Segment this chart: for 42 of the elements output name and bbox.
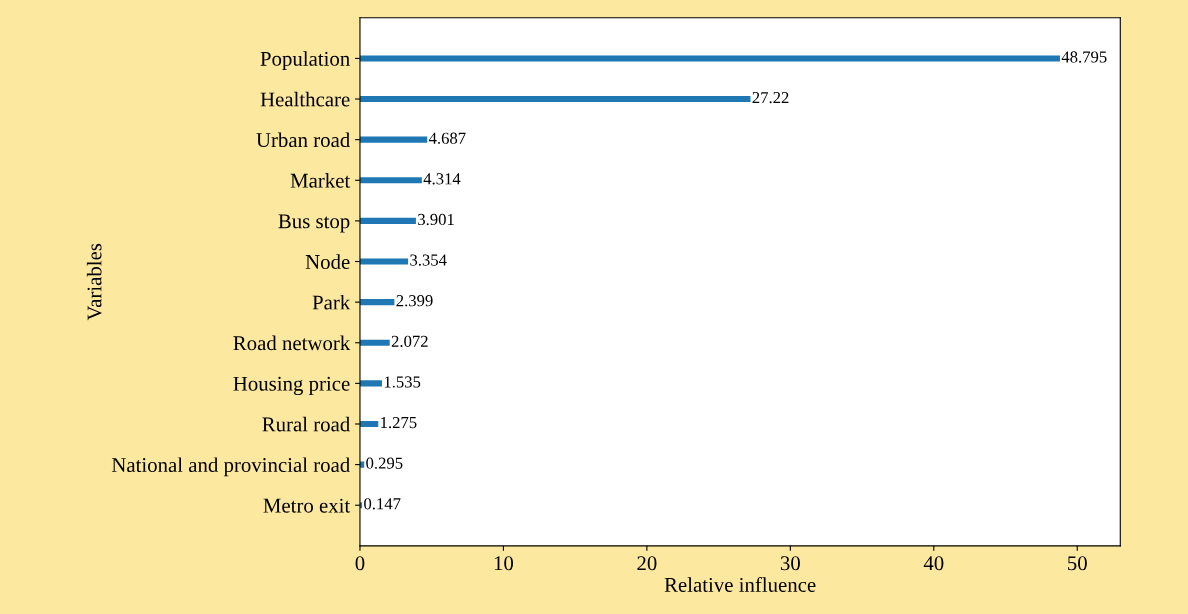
y-tick-label: Housing price — [233, 376, 350, 396]
y-tick-label: Node — [305, 254, 350, 269]
bar — [359, 299, 395, 306]
bar — [359, 96, 751, 103]
data-label: 4.314 — [423, 173, 461, 185]
bar — [359, 339, 390, 346]
y-tick-label: Bus stop — [278, 214, 350, 233]
data-label: 2.072 — [391, 335, 428, 347]
bar — [359, 55, 1060, 62]
y-tick-label: National and provincial road — [111, 457, 350, 477]
data-label: 4.687 — [428, 132, 466, 144]
data-label: 0.147 — [364, 498, 401, 510]
y-tick-label: Market — [290, 173, 351, 188]
data-label: 48.795 — [1061, 51, 1107, 63]
y-tick-label: Park — [312, 294, 351, 310]
y-tick-label: Metro exit — [263, 498, 351, 513]
bar — [359, 177, 422, 184]
data-label: 3.901 — [418, 213, 454, 226]
data-label: 2.399 — [396, 295, 433, 307]
data-label: 27.22 — [752, 92, 789, 104]
y-tick-label: Urban road — [256, 132, 350, 148]
data-label: 1.535 — [384, 376, 421, 388]
y-axis-title: Variables — [86, 243, 102, 321]
x-tick-label: 20 — [637, 556, 657, 571]
x-tick-label: 10 — [494, 556, 514, 571]
x-tick-label: 0 — [355, 556, 365, 571]
x-tick-label: 30 — [780, 556, 800, 571]
data-label: 1.275 — [381, 416, 417, 429]
y-tick-label: Road network — [233, 335, 351, 351]
y-tick-label: Rural road — [262, 416, 350, 432]
y-tick-label: Healthcare — [260, 91, 350, 107]
data-label: 0.295 — [366, 457, 403, 469]
bar — [359, 136, 428, 143]
bar — [359, 258, 409, 265]
bar — [359, 380, 382, 387]
x-tick-label: 50 — [1068, 556, 1087, 571]
x-tick-label: 40 — [923, 556, 944, 571]
y-tick-label: Population — [260, 51, 350, 71]
bar — [359, 420, 379, 428]
data-label: 3.354 — [410, 254, 447, 266]
bar — [359, 217, 416, 224]
x-axis-title: Relative influence — [664, 577, 816, 592]
